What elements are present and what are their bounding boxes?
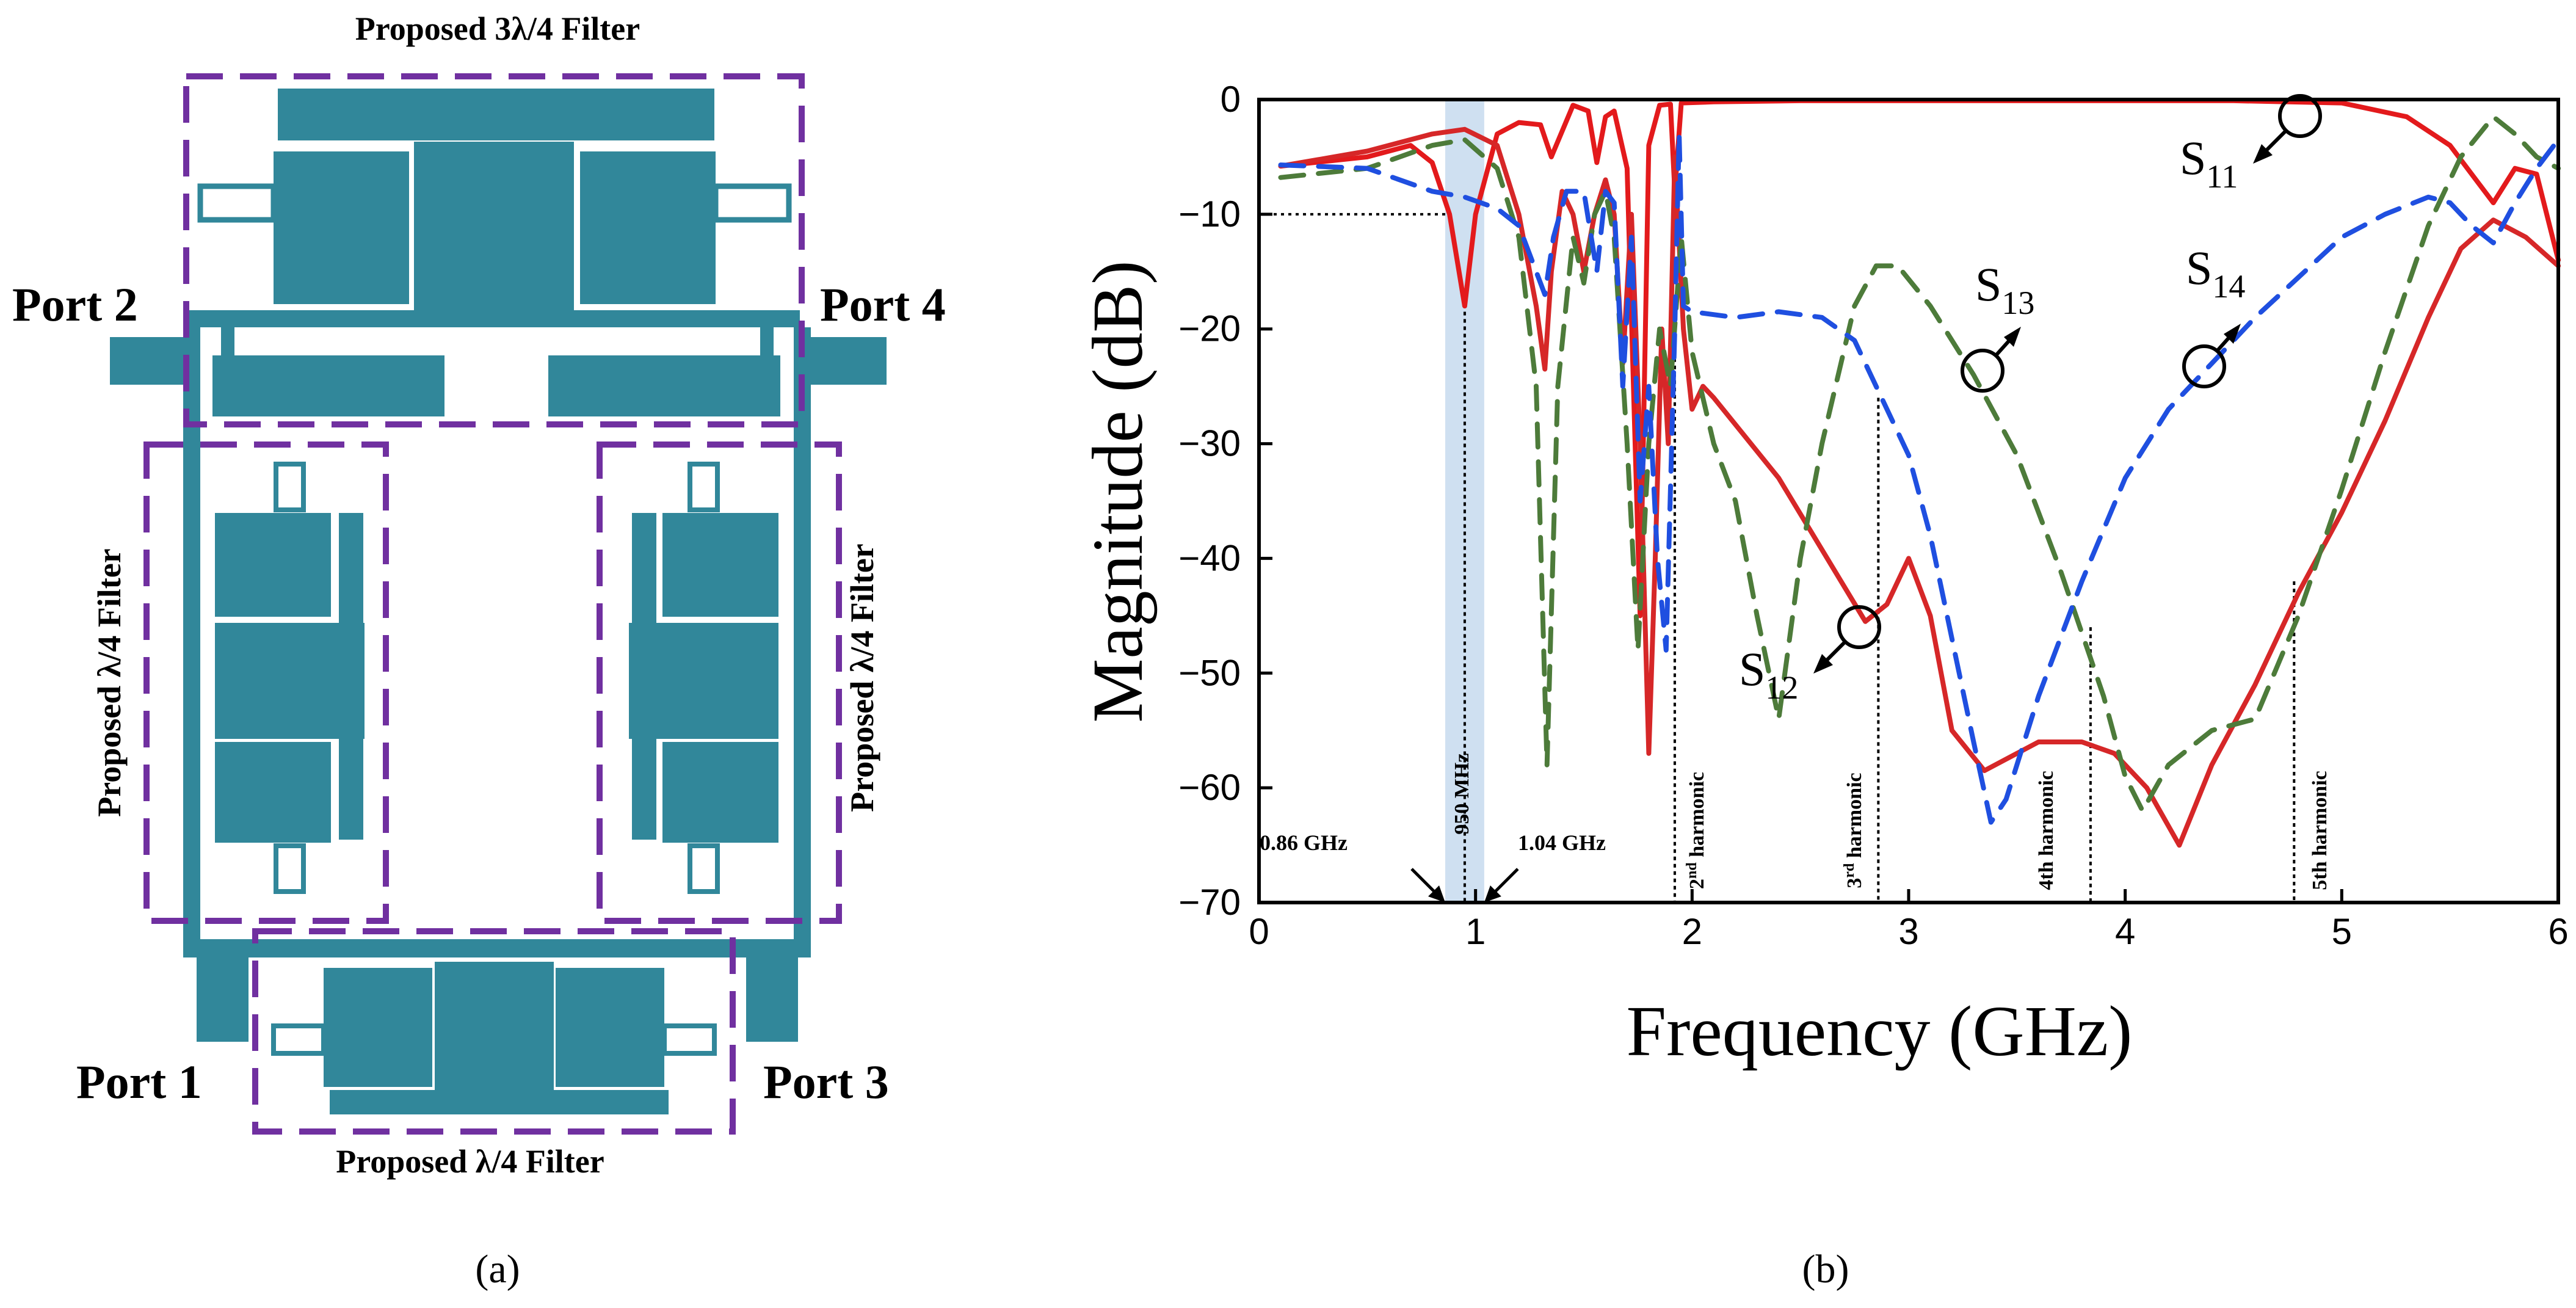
bottom-filter-box [252,928,736,1135]
harmonic-5-label: 5th harmonic [2309,771,2331,890]
x-axis-title: Frequency (GHz) [1627,991,2133,1071]
caption-a: (a) [475,1247,520,1292]
port-4-label: Port 4 [820,278,946,331]
right-filter-label: Proposed λ/4 Filter [844,543,880,812]
y-tick-label: −20 [1178,308,1241,349]
s14-label: S14 [2186,241,2245,305]
port-2-label: Port 2 [12,278,138,331]
y-tick-label: −30 [1178,423,1241,464]
center-frequency-label: 950 MHz [1451,753,1473,834]
band-left-label: 0.86 GHz [1260,830,1348,855]
band-right-arrowhead [1484,885,1501,903]
series-s11-line [1278,98,2561,619]
s13-annotation: S13 [1961,258,2034,393]
panel-a-layout: Proposed 3λ/4 Filter Proposed λ/4 Filter… [12,10,946,1292]
series-s13-line [1278,114,2561,813]
x-tick-label: 5 [2332,911,2352,952]
port-3-label: Port 3 [763,1055,889,1108]
port-1-label: Port 1 [76,1055,202,1108]
curves [1278,98,2561,848]
x-tick-label: 0 [1249,911,1269,952]
y-tick-label: 0 [1221,79,1241,120]
s11-annotation: S11 [2180,94,2322,195]
y-tick-label: −70 [1178,882,1241,923]
circuit-metal [110,89,887,1114]
right-filter-box [597,441,842,924]
top-filter-box [183,73,805,427]
x-tick-label: 6 [2548,911,2568,952]
series-s14-line [1278,131,2561,825]
y-tick-label: −50 [1178,652,1241,693]
s14-annotation: S14 [2182,241,2245,388]
filter-outline-boxes [143,73,842,1135]
bottom-filter-label: Proposed λ/4 Filter [336,1143,604,1180]
harmonic-4-label: 4th harmonic [2035,771,2058,890]
y-axis-title: Magnitude (dB) [1078,260,1158,722]
series-s12-line [1278,126,2561,848]
s12-annotation: S12 [1739,605,1881,706]
s13-label: S13 [1975,258,2034,321]
x-tick-label: 2 [1682,911,1702,952]
band-left-arrowhead [1428,885,1446,903]
s12-label: S12 [1739,642,1798,706]
s11-label: S11 [2180,131,2238,195]
caption-b: (b) [1802,1247,1849,1292]
x-tick-label: 3 [1898,911,1918,952]
band-right-label: 1.04 GHz [1518,830,1606,855]
harmonic-3-label: 3rd harmonic [1841,772,1866,888]
harmonic-2-label: 2nd harmonic [1684,772,1708,889]
x-tick-label: 1 [1465,911,1486,952]
y-tick-label: −40 [1178,537,1241,578]
panel-b-chart: 0−10−20−30−40−50−60−700 1 2 3 4 5 6 Magnitude … [1078,79,2569,1292]
left-filter-label: Proposed λ/4 Filter [91,548,128,816]
left-filter-box [143,441,389,924]
x-tick-label: 4 [2115,911,2135,952]
top-filter-label: Proposed 3λ/4 Filter [355,10,640,47]
y-tick-label: −60 [1178,767,1241,808]
y-tick-label: −10 [1178,194,1241,234]
